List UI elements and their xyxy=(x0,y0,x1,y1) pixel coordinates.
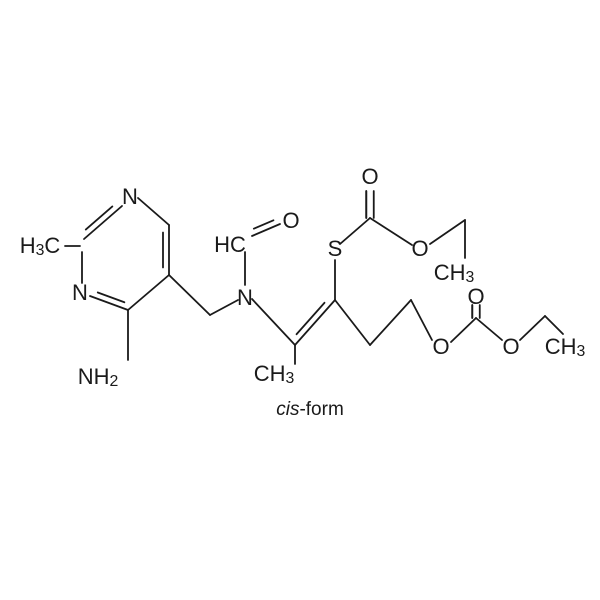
bond xyxy=(128,275,169,310)
bond xyxy=(169,275,210,315)
bond xyxy=(252,299,295,345)
atom-label-CH3_en: CH3 xyxy=(254,361,295,387)
bonds-layer xyxy=(65,191,563,364)
bond xyxy=(297,303,325,335)
atom-label-NH2: NH2 xyxy=(78,364,119,390)
atom-label-S: S xyxy=(328,236,343,261)
atom-label-CH3_eth2: CH3 xyxy=(545,334,586,360)
atom-label-O_c1_eth: O xyxy=(411,236,428,261)
bond xyxy=(370,218,412,245)
bond xyxy=(335,300,370,345)
bond xyxy=(451,318,476,342)
atom-label-O_c2_dbl: O xyxy=(467,284,484,309)
bond xyxy=(210,300,238,315)
bond xyxy=(476,318,502,340)
bond xyxy=(520,316,545,340)
atom-label-N_top: N xyxy=(122,184,138,209)
caption: cis-form xyxy=(276,399,344,420)
atom-label-CH3_eth1: CH3 xyxy=(434,260,475,286)
molecule-diagram: H3CNNNH2NHCOCH3SOOCH3OOOCH3cis-form xyxy=(0,0,600,600)
bond xyxy=(430,220,465,244)
atom-label-O_c1_dbl: O xyxy=(361,164,378,189)
bond xyxy=(545,316,563,334)
atom-label-N_mid: N xyxy=(237,285,253,310)
bond xyxy=(84,206,122,239)
bond xyxy=(340,218,370,244)
atom-label-O_chain: O xyxy=(432,334,449,359)
atom-label-O_c2_eth: O xyxy=(502,334,519,359)
bond xyxy=(295,300,335,345)
bond xyxy=(138,198,169,225)
bond xyxy=(252,224,280,236)
atom-label-HC: HC xyxy=(214,232,246,257)
labels-layer: H3CNNNH2NHCOCH3SOOCH3OOOCH3 xyxy=(20,164,586,390)
atom-label-H3C_ring: H3C xyxy=(20,233,61,259)
bond xyxy=(370,300,411,345)
atom-label-O_formyl: O xyxy=(282,208,299,233)
bond xyxy=(90,296,128,310)
atom-label-N_left: N xyxy=(72,280,88,305)
bond xyxy=(411,300,432,340)
